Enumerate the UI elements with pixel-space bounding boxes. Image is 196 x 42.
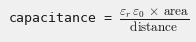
Text: capacitance = $\dfrac{\varepsilon_r\,\varepsilon_0\,\times\,\mathrm{area}}{\math: capacitance = $\dfrac{\varepsilon_r\,\va… xyxy=(8,7,189,34)
